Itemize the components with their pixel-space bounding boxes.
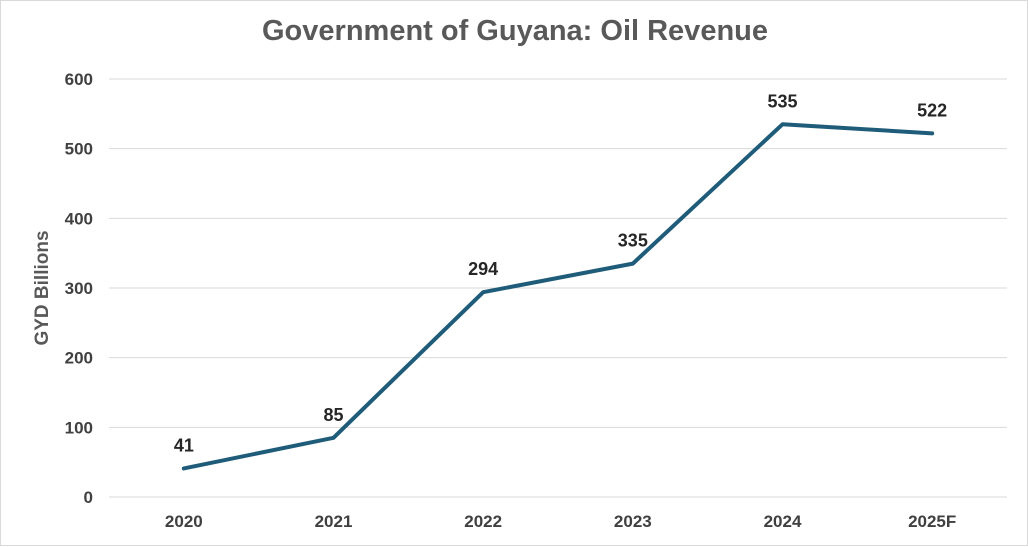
- y-tick-label: 400: [65, 209, 93, 228]
- y-tick-label: 500: [65, 140, 93, 159]
- x-tick-label: 2025F: [908, 512, 956, 531]
- y-tick-label: 100: [65, 418, 93, 437]
- gridlines: [109, 79, 1007, 497]
- y-tick-label: 0: [84, 488, 93, 507]
- data-label: 335: [618, 231, 648, 251]
- series-line: [184, 124, 932, 468]
- y-tick-label: 600: [65, 70, 93, 89]
- data-label: 522: [917, 100, 947, 120]
- x-tick-labels: 2020 2021 2022 2023 2024 2025F: [165, 512, 956, 531]
- y-tick-label: 300: [65, 279, 93, 298]
- data-label: 85: [323, 405, 343, 425]
- x-tick-label: 2021: [315, 512, 353, 531]
- series-group: [184, 124, 933, 468]
- x-tick-label: 2024: [764, 512, 802, 531]
- x-tick-label: 2020: [165, 512, 203, 531]
- data-label: 294: [468, 259, 498, 279]
- data-label: 41: [174, 435, 194, 455]
- y-tick-labels: 0 100 200 300 400 500 600: [65, 70, 93, 507]
- data-label: 535: [767, 91, 797, 111]
- y-tick-label: 200: [65, 349, 93, 368]
- x-tick-label: 2023: [614, 512, 652, 531]
- data-labels: 41 85 294 335 535 522: [174, 91, 947, 455]
- x-tick-label: 2022: [464, 512, 502, 531]
